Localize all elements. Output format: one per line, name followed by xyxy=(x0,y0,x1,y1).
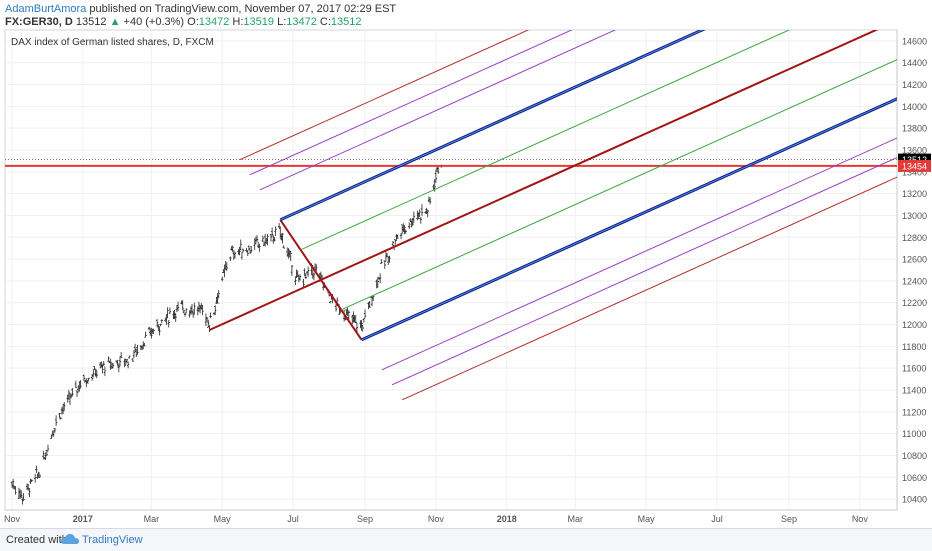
x-tick-label: May xyxy=(214,514,232,524)
pitchfork-outer-line xyxy=(402,176,897,401)
x-tick-label: Mar xyxy=(144,514,160,524)
y-tick-label: 12800 xyxy=(902,233,927,243)
pitchfork-inner-line xyxy=(341,59,897,311)
x-tick-label: Nov xyxy=(428,514,445,524)
x-tick-label: May xyxy=(638,514,656,524)
y-tick-label: 14400 xyxy=(902,58,927,68)
high-label: H: xyxy=(232,16,244,28)
publish-line: AdamBurtAmora published on TradingView.c… xyxy=(5,3,396,15)
y-tick-label: 14600 xyxy=(902,36,927,46)
y-tick-label: 13400 xyxy=(902,167,927,177)
open-label: O: xyxy=(187,16,199,28)
author-link[interactable]: AdamBurtAmora xyxy=(5,3,87,15)
y-tick-label: 11600 xyxy=(902,364,926,374)
x-tick-label: Sep xyxy=(357,514,373,524)
price-chart[interactable]: 10400 10600 10800 11000 11200 11400 11600 11800… xyxy=(0,0,932,528)
y-tick-label: 12400 xyxy=(902,276,927,286)
plot-area xyxy=(4,29,898,511)
pitchfork-median-line xyxy=(209,30,879,331)
x-tick-label: Mar xyxy=(568,514,584,524)
pitchfork-inner-line xyxy=(361,98,897,341)
pitchfork-outer-line xyxy=(391,157,897,386)
y-tick-label: 12200 xyxy=(902,298,927,308)
y-tick-label: 13800 xyxy=(902,124,927,134)
high-value: 13519 xyxy=(243,16,275,28)
y-tick-label: 13000 xyxy=(902,211,927,221)
y-tick-label: 13600 xyxy=(902,146,927,156)
pitchfork-outer-line xyxy=(381,137,897,371)
x-tick-label: Jul xyxy=(287,514,299,524)
footer-bar: Created with TradingView xyxy=(0,528,932,551)
pitchfork-inner-line xyxy=(300,30,791,251)
price-label-text: 13454 xyxy=(902,161,927,171)
last-price: 13512 xyxy=(75,16,107,28)
close-value: 13512 xyxy=(330,16,362,28)
y-tick-label: 10800 xyxy=(902,451,927,461)
x-tick-label: Nov xyxy=(4,514,21,524)
chart-header: AdamBurtAmora published on TradingView.c… xyxy=(0,0,932,30)
ohlc-line: FX:GER30, D 13512 ▲ +40 (+0.3%) O:13472 … xyxy=(5,16,362,28)
y-tick-label: 14000 xyxy=(902,102,927,112)
x-tick-label: Jul xyxy=(711,514,723,524)
x-tick-label: Nov xyxy=(852,514,869,524)
y-tick-label: 10600 xyxy=(902,473,927,483)
price-label-box xyxy=(898,159,931,172)
tradingview-cloud-icon[interactable] xyxy=(60,532,80,546)
y-tick-label: 14200 xyxy=(902,80,927,90)
up-arrow-icon: ▲ xyxy=(109,16,121,28)
close-label: C: xyxy=(319,16,331,28)
x-tick-label: 2017 xyxy=(73,514,93,524)
y-tick-label: 12600 xyxy=(902,255,927,265)
symbol-label: FX:GER30, D xyxy=(5,16,73,28)
y-tick-label: 12000 xyxy=(902,320,927,330)
x-tick-label: Sep xyxy=(781,514,797,524)
y-tick-label: 11200 xyxy=(902,407,926,417)
y-tick-label: 13200 xyxy=(902,189,927,199)
published-text: published on TradingView.com, November 0… xyxy=(86,3,397,15)
y-tick-label: 11000 xyxy=(902,429,926,439)
y-tick-label: 11800 xyxy=(902,342,926,352)
x-tick-label: 2018 xyxy=(497,514,517,524)
created-with-text: Created with xyxy=(6,534,68,546)
tradingview-link[interactable]: TradingView xyxy=(82,534,143,546)
y-tick-label: 11400 xyxy=(902,386,926,396)
low-label: L: xyxy=(277,16,287,28)
y-tick-label: 10400 xyxy=(902,495,927,505)
open-value: 13472 xyxy=(198,16,230,28)
low-value: 13472 xyxy=(286,16,317,28)
change-value: +40 (+0.3%) xyxy=(123,16,185,28)
pitchfork-inner-line xyxy=(280,30,704,221)
chart-title: DAX index of German listed shares, D, FX… xyxy=(11,37,214,48)
